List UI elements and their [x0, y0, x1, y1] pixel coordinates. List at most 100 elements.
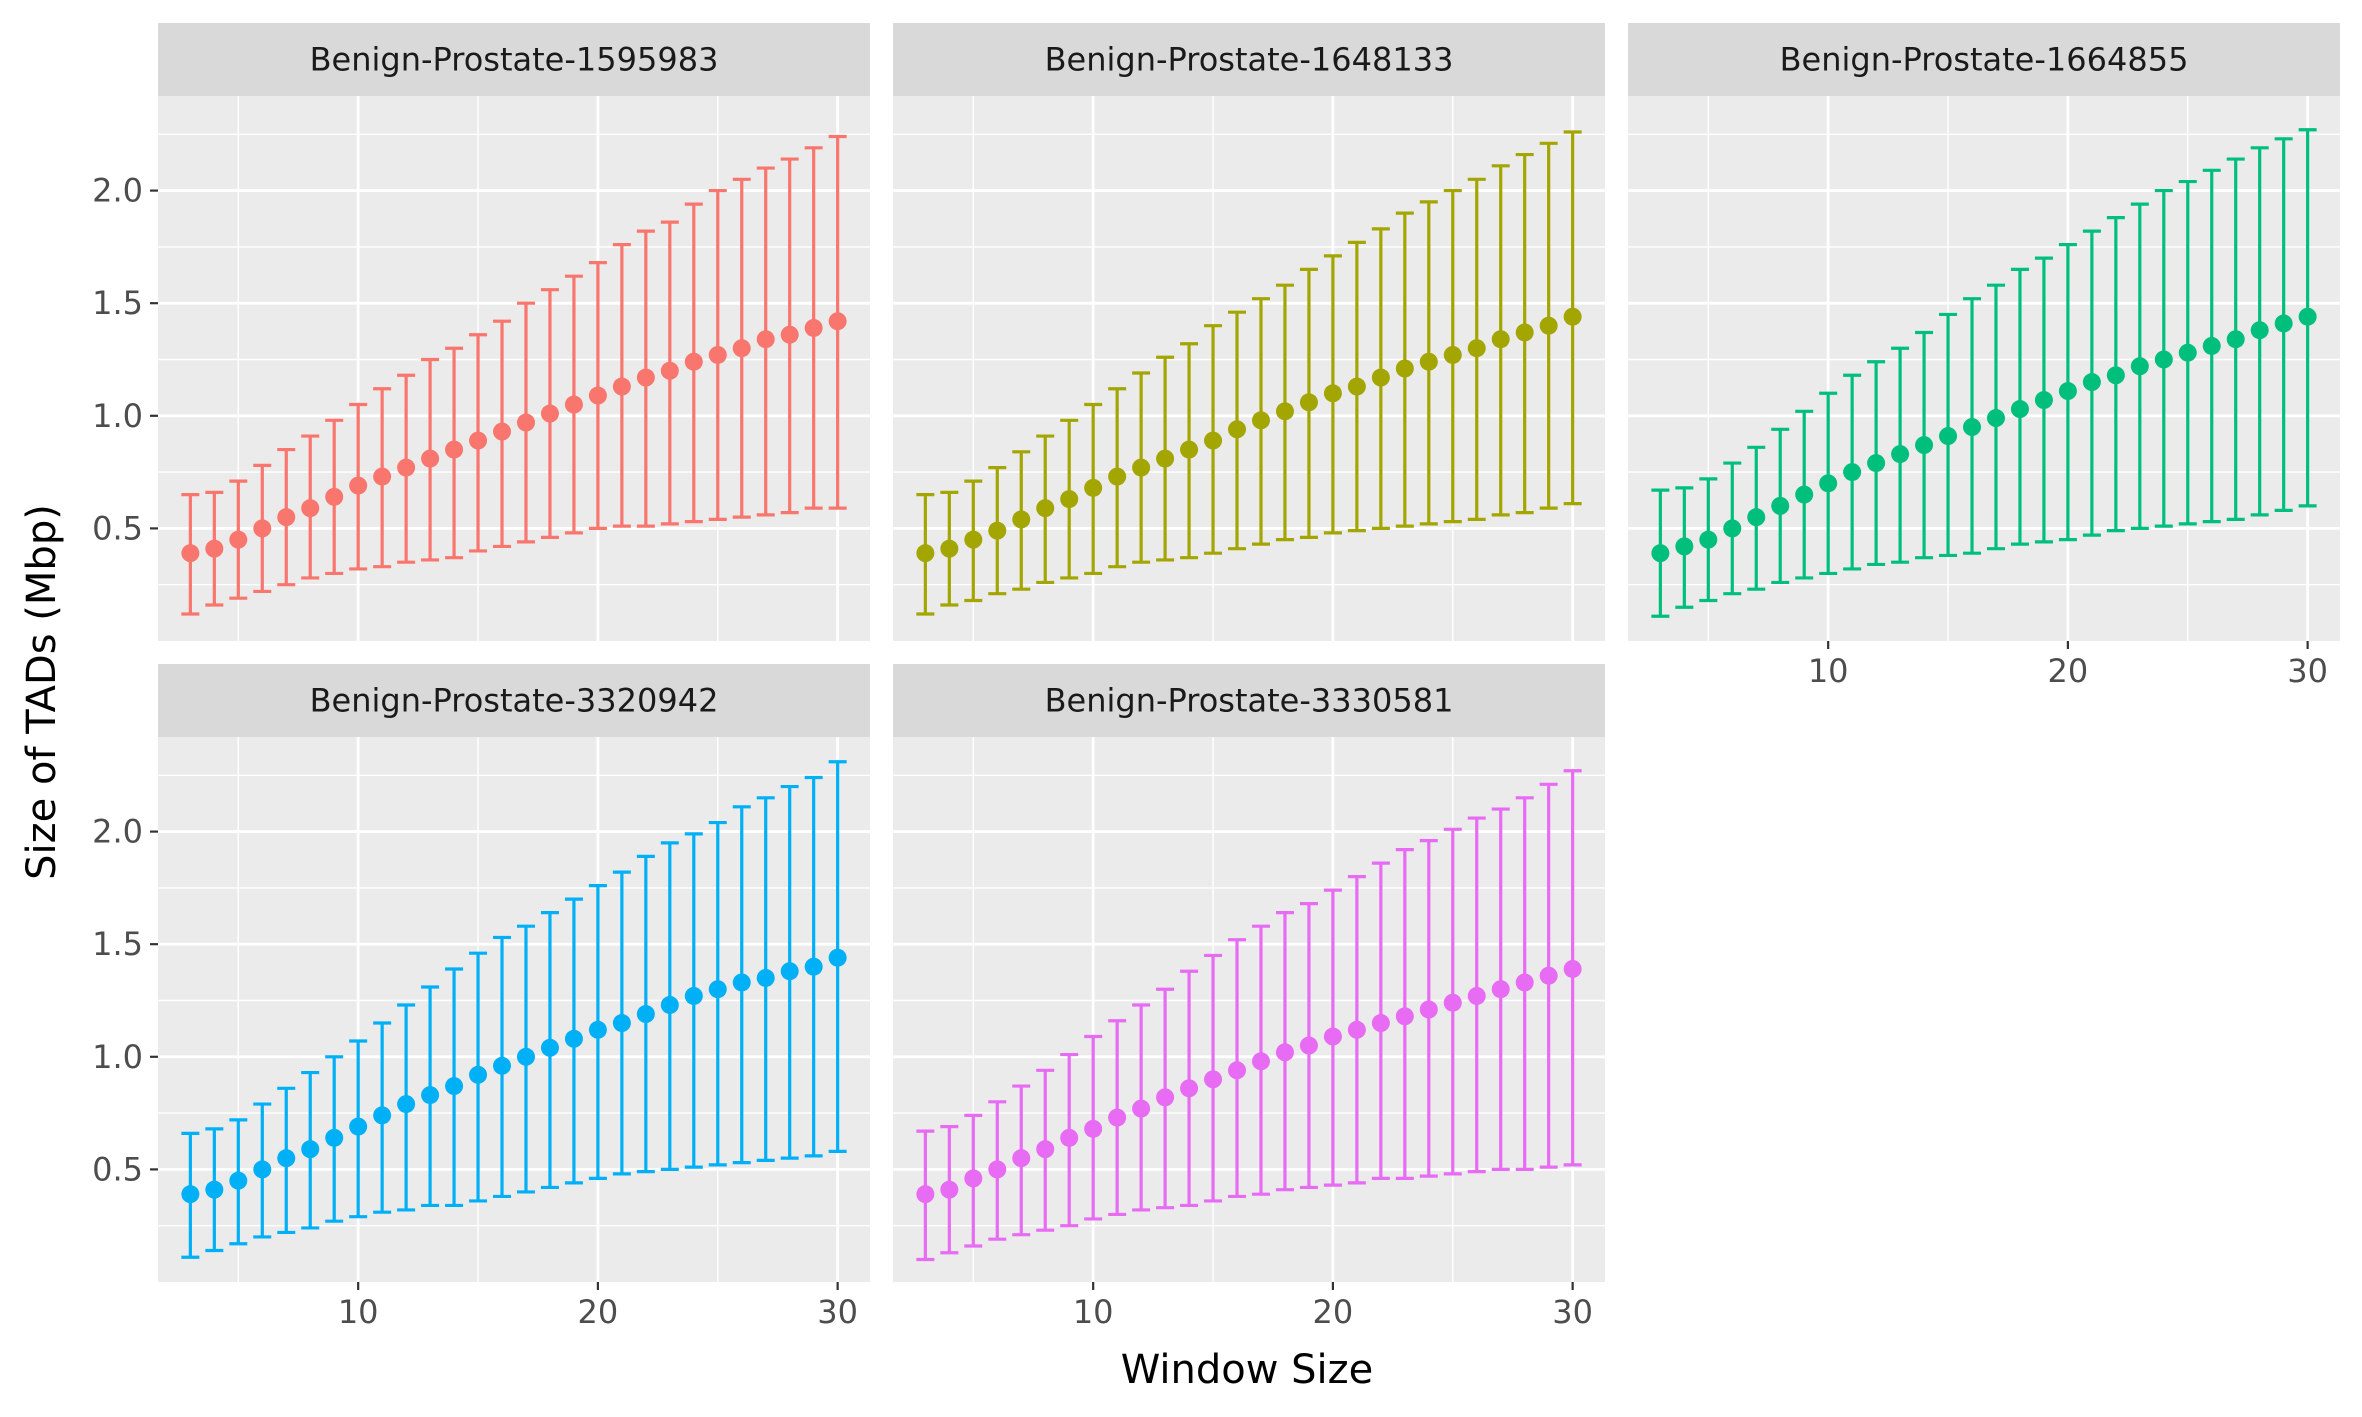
data-point — [1228, 1061, 1247, 1080]
data-point — [804, 957, 823, 976]
data-point — [1675, 537, 1694, 556]
data-point — [756, 968, 775, 987]
data-point — [1347, 1020, 1366, 1039]
data-point — [2130, 357, 2149, 376]
data-point — [1539, 966, 1558, 985]
data-point — [445, 1077, 464, 1096]
data-point — [229, 1171, 248, 1190]
data-point — [1180, 1079, 1199, 1098]
data-point — [1323, 384, 1342, 403]
data-point — [253, 1160, 272, 1179]
facet-strip — [1628, 23, 2340, 96]
data-point — [1036, 499, 1055, 518]
data-point — [804, 318, 823, 337]
data-point — [1939, 427, 1958, 446]
panel-background — [893, 96, 1605, 641]
data-point — [469, 1065, 488, 1084]
data-point — [1275, 402, 1294, 421]
data-point — [1299, 1036, 1318, 1055]
data-point — [1371, 1014, 1390, 1033]
facet-panel: Benign-Prostate-1664855 — [1628, 23, 2340, 641]
y-axis-title: Size of TADs (Mbp) — [19, 504, 65, 880]
x-tick-label: 20 — [578, 1293, 619, 1331]
data-point — [277, 1149, 296, 1168]
data-point — [397, 1095, 416, 1114]
data-point — [2058, 382, 2077, 401]
data-point — [756, 330, 775, 349]
data-point — [373, 1106, 392, 1125]
data-point — [1299, 393, 1318, 412]
facet-strip-label: Benign-Prostate-3330581 — [1045, 682, 1454, 720]
data-point — [2154, 350, 2173, 369]
data-point — [564, 395, 583, 414]
x-tick-label: 30 — [2287, 652, 2328, 690]
data-point — [397, 458, 416, 477]
data-point — [828, 312, 847, 331]
data-point — [1084, 1119, 1103, 1138]
data-point — [1108, 467, 1127, 486]
data-point — [229, 530, 248, 549]
data-point — [2010, 400, 2029, 419]
data-point — [1563, 959, 1582, 978]
y-tick-label: 1.5 — [92, 284, 143, 322]
data-point — [916, 1185, 935, 1204]
x-axis-title: Window Size — [1121, 1347, 1374, 1393]
data-point — [828, 948, 847, 967]
facet-panel: Benign-Prostate-1648133 — [893, 23, 1605, 641]
data-point — [2298, 307, 2317, 326]
data-point — [516, 1047, 535, 1066]
data-point — [2034, 391, 2053, 410]
data-point — [1515, 973, 1534, 992]
data-point — [1228, 420, 1247, 439]
y-tick-label: 1.5 — [92, 925, 143, 963]
data-point — [2178, 343, 2197, 362]
data-point — [1419, 1000, 1438, 1019]
y-tick-label: 1.0 — [92, 397, 143, 435]
data-point — [1180, 440, 1199, 459]
x-tick-label: 30 — [1552, 1293, 1593, 1331]
data-point — [2106, 366, 2125, 385]
x-tick-label: 10 — [338, 1293, 379, 1331]
data-point — [181, 544, 200, 563]
data-point — [988, 521, 1007, 540]
data-point — [1060, 490, 1079, 509]
data-point — [421, 1086, 440, 1105]
data-point — [1347, 377, 1366, 396]
facet-strip-label: Benign-Prostate-3320942 — [310, 682, 719, 720]
x-axis-labels: 10 20 30 10 20 30 10 20 30 — [338, 641, 2328, 1331]
facet-panel: Benign-Prostate-3330581 — [893, 664, 1605, 1282]
data-point — [205, 539, 224, 558]
facet-strip — [158, 664, 870, 737]
data-point — [2202, 336, 2221, 355]
y-tick-label: 0.5 — [92, 1150, 143, 1188]
data-point — [540, 1038, 559, 1057]
facet-strip-label: Benign-Prostate-1648133 — [1045, 41, 1454, 79]
data-point — [588, 1020, 607, 1039]
data-point — [916, 544, 935, 563]
x-tick-label: 30 — [817, 1293, 858, 1331]
data-point — [469, 431, 488, 450]
data-point — [325, 1128, 344, 1147]
data-point — [588, 386, 607, 405]
data-point — [1395, 359, 1414, 378]
facet-strip — [893, 664, 1605, 737]
data-point — [1419, 352, 1438, 371]
data-point — [780, 325, 799, 344]
data-point — [660, 995, 679, 1014]
data-point — [1371, 368, 1390, 387]
data-point — [493, 422, 512, 441]
data-point — [1699, 530, 1718, 549]
data-point — [1467, 339, 1486, 358]
data-point — [301, 499, 320, 518]
data-point — [445, 440, 464, 459]
data-point — [1563, 307, 1582, 326]
data-point — [1012, 510, 1031, 529]
data-point — [1084, 478, 1103, 497]
data-point — [1443, 345, 1462, 364]
data-point — [2226, 330, 2245, 349]
data-point — [1915, 436, 1934, 455]
data-point — [1795, 485, 1814, 504]
data-point — [1108, 1108, 1127, 1127]
data-point — [1204, 1070, 1223, 1089]
data-point — [636, 368, 655, 387]
